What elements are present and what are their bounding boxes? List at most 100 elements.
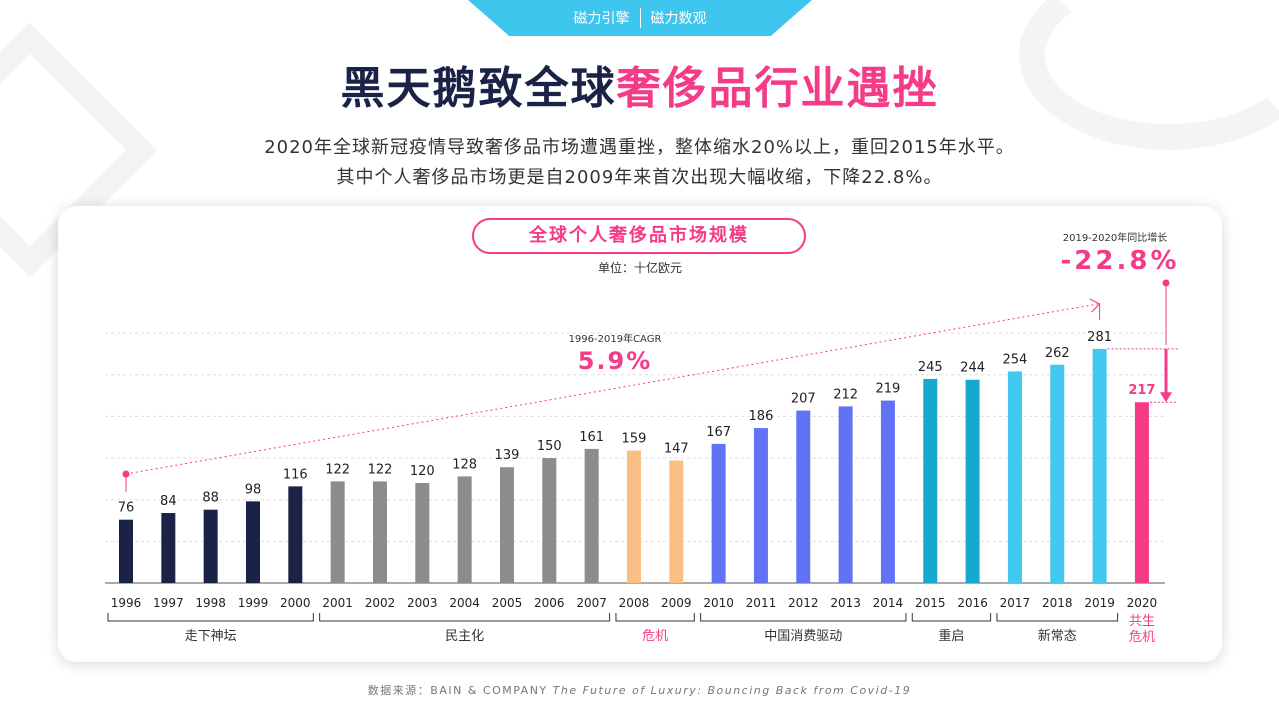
- bar-2002: [372, 481, 387, 583]
- data-label-2008: 159: [622, 432, 647, 447]
- group-label-2020: 共生危机: [1128, 614, 1155, 645]
- data-label-1999: 98: [245, 482, 262, 497]
- source-prefix: 数据来源：BAIN & COMPANY: [367, 684, 548, 697]
- data-label-2013: 212: [833, 387, 858, 402]
- bar-2013: [838, 406, 853, 583]
- data-label-2015: 245: [918, 360, 943, 375]
- bar-1999: [245, 501, 260, 583]
- data-label-2005: 139: [495, 448, 520, 463]
- data-label-2018: 262: [1045, 346, 1070, 361]
- tick-label-2006: 2006: [534, 596, 565, 610]
- group-label: 中国消费驱动: [764, 629, 842, 644]
- bar-2008: [626, 450, 641, 583]
- cagr-label: 1996-2019年CAGR: [568, 334, 662, 345]
- cagr-value: 5.9%: [577, 347, 653, 375]
- bar-2001: [330, 481, 345, 583]
- group-label: 危机: [642, 629, 668, 644]
- bar-1996: [119, 519, 133, 583]
- tick-label-1998: 1998: [195, 596, 226, 610]
- data-label-2014: 219: [876, 382, 901, 397]
- tick-label-1999: 1999: [238, 596, 269, 610]
- data-label-2004: 128: [452, 457, 477, 472]
- tick-label-2020: 2020: [1127, 596, 1158, 610]
- down-arrow-icon: [1160, 392, 1172, 403]
- data-label-2019: 281: [1087, 330, 1112, 345]
- bar-2000: [288, 486, 303, 583]
- source-title: The Future of Luxury: Bouncing Back from…: [552, 684, 912, 697]
- data-label-2017: 254: [1003, 352, 1028, 367]
- bar-2010: [711, 443, 726, 583]
- yoy-label: 2019-2020年同比增长: [1062, 233, 1168, 244]
- subtitle: 2020年全球新冠疫情导致奢侈品市场遭遇重挫，整体缩水20%以上，重回2015年…: [0, 133, 1279, 193]
- bar-2017: [1007, 371, 1022, 583]
- tick-label-1996: 1996: [111, 596, 142, 610]
- page-title: 黑天鹅致全球奢侈品行业遇挫: [0, 52, 1279, 116]
- tick-label-2001: 2001: [322, 596, 353, 610]
- bar-1997: [161, 513, 176, 583]
- bar-2007: [584, 448, 599, 583]
- data-label-2003: 120: [410, 464, 435, 479]
- bar-2009: [669, 460, 684, 583]
- tick-label-2018: 2018: [1042, 596, 1073, 610]
- data-label-2012: 207: [791, 392, 816, 407]
- data-label-2009: 147: [664, 442, 689, 457]
- data-label-1997: 84: [160, 494, 177, 509]
- tick-label-2002: 2002: [365, 596, 396, 610]
- tick-label-2016: 2016: [957, 596, 988, 610]
- tick-label-2005: 2005: [492, 596, 523, 610]
- data-label-2000: 116: [283, 467, 308, 482]
- data-label-1998: 88: [202, 491, 219, 506]
- bar-2005: [499, 467, 514, 583]
- bar-2011: [753, 428, 768, 583]
- data-label-1996: 76: [118, 501, 135, 516]
- tick-label-2014: 2014: [873, 596, 904, 610]
- bar-2003: [415, 483, 430, 583]
- tick-label-2003: 2003: [407, 596, 438, 610]
- chart-unit: 单位：十亿欧元: [597, 261, 682, 275]
- data-label-2001: 122: [325, 462, 350, 477]
- trend-arrowhead: [1089, 298, 1101, 313]
- bar-2014: [880, 400, 895, 583]
- group-bracket: [700, 613, 907, 622]
- group-bracket: [615, 613, 695, 622]
- data-label-2011: 186: [749, 409, 774, 424]
- cagr-trend-line: [125, 303, 1098, 475]
- tick-label-2010: 2010: [703, 596, 734, 610]
- data-label-2016: 244: [960, 361, 985, 376]
- bar-2015: [923, 378, 938, 583]
- brand-banner: 磁力引擎 磁力数观: [468, 0, 812, 36]
- group-bracket: [996, 613, 1119, 622]
- brand-logo-1: 磁力引擎: [573, 11, 630, 27]
- group-label: 民主化: [445, 629, 484, 644]
- subtitle-line-2: 其中个人奢侈品市场更是自2009年来首次出现大幅收缩，下降22.8%。: [336, 167, 943, 188]
- group-label: 走下神坛: [185, 629, 237, 644]
- bar-2004: [457, 476, 472, 583]
- data-label-2007: 161: [579, 430, 604, 445]
- data-label-2020: 217: [1128, 383, 1155, 398]
- tick-label-2012: 2012: [788, 596, 819, 610]
- bar-2006: [542, 458, 557, 583]
- group-bracket: [107, 613, 314, 622]
- brand-logo-2: 磁力数观: [650, 11, 707, 27]
- group-bracket: [911, 613, 992, 622]
- yoy-value: -22.8%: [1060, 246, 1180, 276]
- title-part2: 奢侈品行业遇挫: [616, 63, 939, 114]
- tick-label-2009: 2009: [661, 596, 692, 610]
- bar-2016: [965, 379, 980, 583]
- tick-label-2007: 2007: [576, 596, 607, 610]
- tick-label-2008: 2008: [619, 596, 650, 610]
- tick-label-2000: 2000: [280, 596, 311, 610]
- data-label-2010: 167: [706, 425, 731, 440]
- tick-label-2017: 2017: [1000, 596, 1031, 610]
- group-label: 新常态: [1038, 628, 1077, 644]
- source-note: 数据来源：BAIN & COMPANY The Future of Luxury…: [0, 682, 1279, 698]
- data-label-2006: 150: [537, 439, 562, 454]
- chart-title: 全球个人奢侈品市场规模: [472, 218, 806, 254]
- tick-label-2019: 2019: [1084, 596, 1115, 610]
- title-part1: 黑天鹅致全球: [340, 63, 617, 114]
- subtitle-line-1: 2020年全球新冠疫情导致奢侈品市场遭遇重挫，整体缩水20%以上，重回2015年…: [264, 137, 1015, 158]
- tick-label-2011: 2011: [746, 596, 777, 610]
- divider: [639, 8, 641, 28]
- data-label-2002: 122: [368, 462, 393, 477]
